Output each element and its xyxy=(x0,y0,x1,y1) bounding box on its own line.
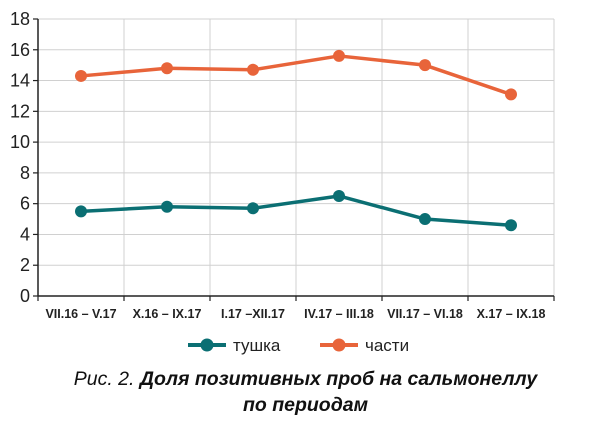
data-point xyxy=(419,59,431,72)
data-point xyxy=(333,49,345,62)
caption-prefix: Рис. 2. xyxy=(73,368,140,390)
data-point xyxy=(75,205,87,218)
y-tick-label: 2 xyxy=(20,255,30,275)
y-tick-label: 8 xyxy=(20,163,30,183)
data-point xyxy=(75,69,87,82)
legend: тушка части xyxy=(188,336,409,355)
y-tick-label: 16 xyxy=(10,40,30,60)
data-point xyxy=(505,88,517,101)
data-point xyxy=(505,219,517,232)
caption-title-line1: Доля позитивных проб на сальмонеллу xyxy=(139,368,538,390)
legend-label: части xyxy=(365,336,409,355)
x-tick-label: I.17 –XII.17 xyxy=(221,307,285,321)
data-point xyxy=(247,63,259,76)
legend-marker xyxy=(200,338,214,352)
x-tick-label: X.16 – IX.17 xyxy=(133,307,202,321)
data-point xyxy=(419,213,431,226)
line-chart: 0 2 4 6 8 10 12 14 16 18 VII.16 – V.17 X.16 – IX.1… xyxy=(10,9,555,355)
y-axis-ticks: 0 2 4 6 8 10 12 14 16 18 xyxy=(10,9,38,306)
legend-marker xyxy=(332,338,346,352)
grid-lines xyxy=(38,18,555,296)
x-tick-label: VII.16 – V.17 xyxy=(45,307,116,321)
figure-caption: Рис. 2. Доля позитивных проб на сальмоне… xyxy=(0,366,611,418)
x-tick-label: X.17 – IX.18 xyxy=(477,307,546,321)
y-tick-label: 18 xyxy=(10,9,30,29)
y-tick-label: 10 xyxy=(10,132,30,152)
y-tick-label: 4 xyxy=(20,224,30,244)
data-point xyxy=(247,202,259,215)
y-tick-label: 6 xyxy=(20,194,30,214)
caption-title-line2: по периодам xyxy=(242,394,369,416)
data-series xyxy=(75,49,517,232)
data-point xyxy=(161,62,173,75)
legend-label: тушка xyxy=(233,336,281,355)
x-axis-ticks: VII.16 – V.17 X.16 – IX.17 I.17 –XII.17 IV.… xyxy=(37,296,555,321)
y-tick-label: 12 xyxy=(10,101,30,121)
series-line-1 xyxy=(79,194,513,227)
data-point xyxy=(161,200,173,213)
data-point xyxy=(333,189,345,202)
y-tick-label: 14 xyxy=(10,71,30,91)
y-tick-label: 0 xyxy=(20,286,30,306)
x-tick-label: IV.17 – III.18 xyxy=(304,307,374,321)
series-line-2 xyxy=(79,54,513,97)
x-tick-label: VII.17 – VI.18 xyxy=(387,307,463,321)
